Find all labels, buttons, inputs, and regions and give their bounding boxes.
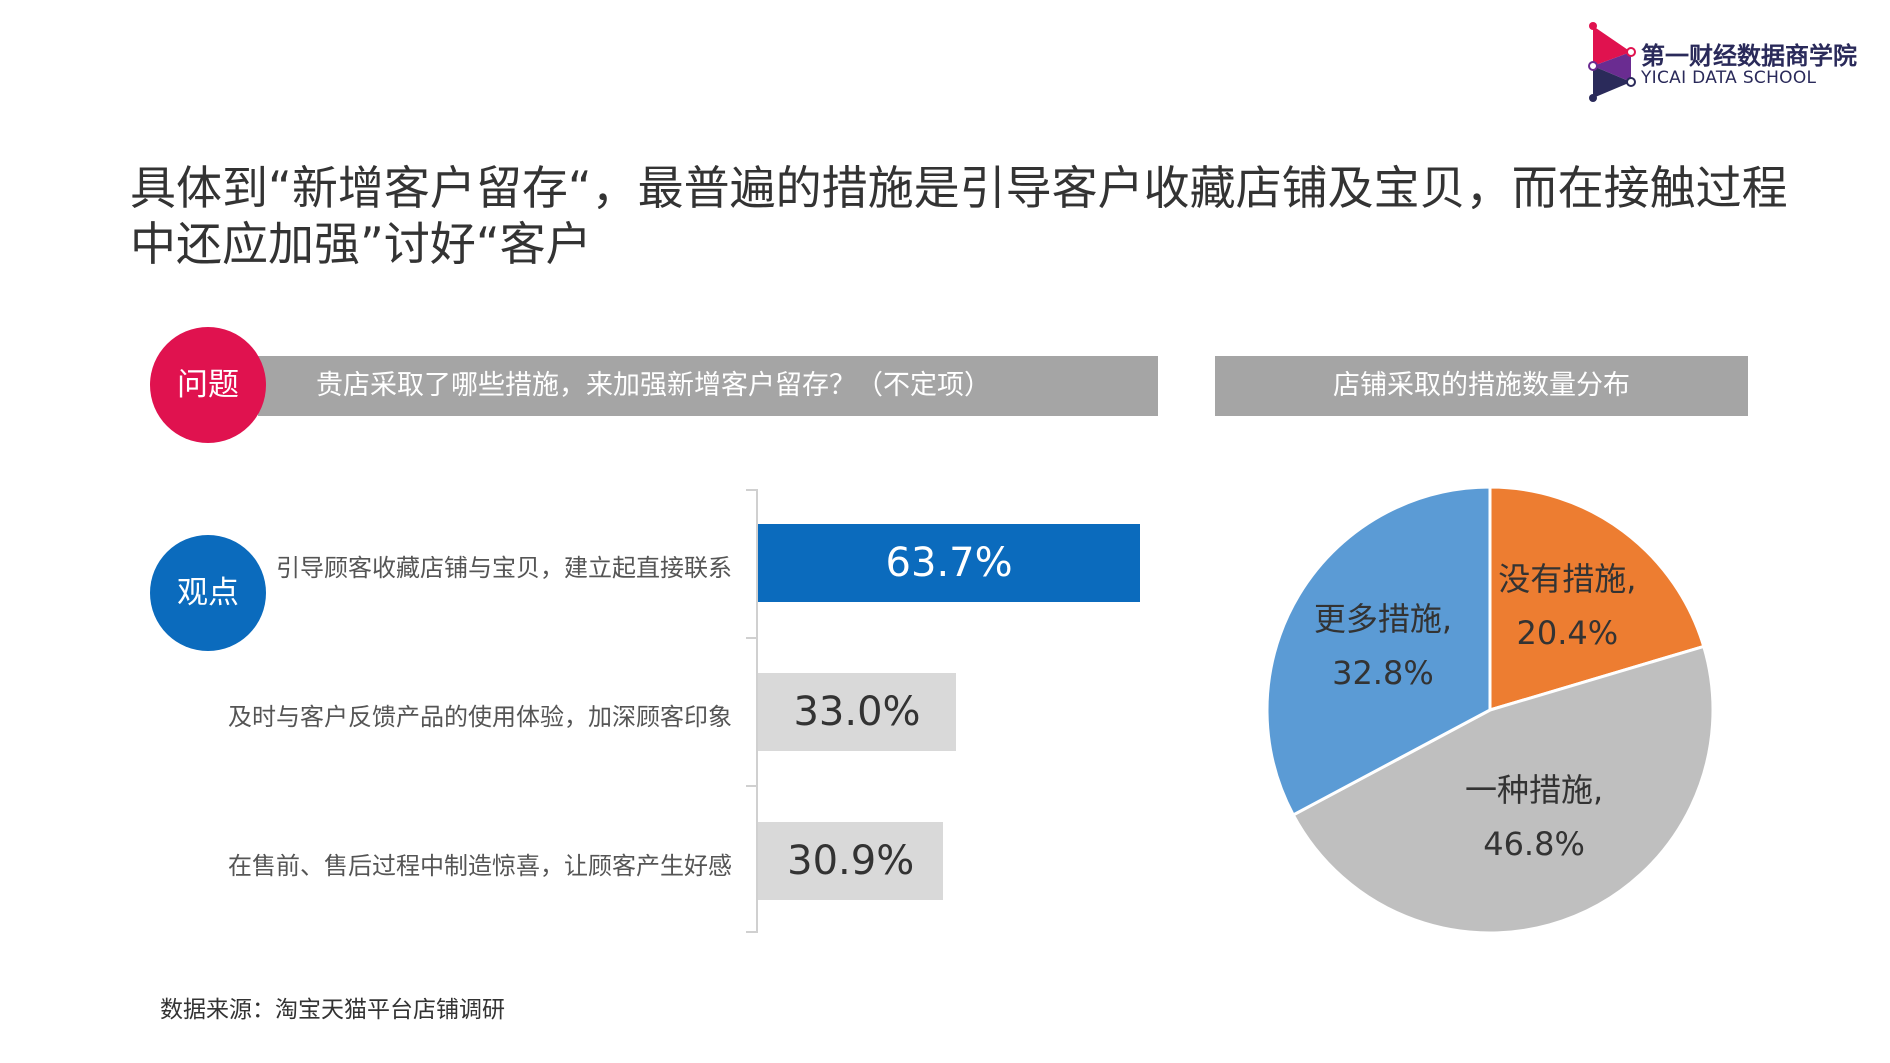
pie-slice-value: 46.8%: [1483, 825, 1585, 864]
bar-value-label: 30.9%: [787, 838, 915, 884]
pie-slice-value: 32.8%: [1332, 653, 1434, 692]
pie-slice-name: 一种措施,: [1464, 771, 1604, 810]
pie-slice-label: 一种措施, 46.8%: [1434, 763, 1634, 871]
bar-category-label: 引导顾客收藏店铺与宝贝，建立起直接联系: [276, 554, 732, 582]
bar: [758, 524, 1141, 602]
question-bar: [258, 356, 1158, 416]
question-text: 贵店采取了哪些措施，来加强新增客户留存？（不定项）: [316, 370, 991, 401]
bar-category-label: 及时与客户反馈产品的使用体验，加深顾客印象: [228, 703, 732, 731]
page-title: 具体到“新增客户留存“，最普遍的措施是引导客户收藏店铺及宝贝，而在接触过程中还应…: [130, 161, 1788, 271]
question-badge: 问题: [150, 327, 266, 443]
bar: [758, 673, 956, 751]
measures-count-pie-chart: [1265, 485, 1715, 935]
pie-slice-label: 没有措施, 20.4%: [1467, 552, 1667, 660]
pie-slice-label: 更多措施, 32.8%: [1283, 592, 1483, 700]
pie-slice: [1291, 644, 1715, 935]
logo-mark-icon: [1588, 22, 1636, 102]
bar-value-label: 33.0%: [793, 689, 921, 735]
pie-slice: [1265, 485, 1492, 817]
pie-slice-name: 更多措施,: [1313, 599, 1452, 638]
data-source: 数据来源：淘宝天猫平台店铺调研: [160, 997, 505, 1023]
brand-logo: 第一财经数据商学院 YICAI DATA SCHOOL: [1585, 22, 1875, 102]
pie-slice-value: 20.4%: [1516, 614, 1619, 653]
axis-tick: [746, 637, 758, 639]
axis-tick: [746, 489, 758, 491]
logo-name-en: YICAI DATA SCHOOL: [1641, 68, 1817, 88]
pie-slice-name: 没有措施,: [1498, 560, 1637, 599]
axis-tick: [746, 931, 758, 933]
right-header-text: 店铺采取的措施数量分布: [1333, 370, 1630, 401]
bar: [758, 822, 944, 900]
bar-axis: [756, 489, 758, 933]
logo-name-cn: 第一财经数据商学院: [1641, 42, 1857, 70]
opinion-badge: 观点: [150, 535, 266, 651]
axis-tick: [746, 785, 758, 787]
pie-slice: [1488, 485, 1706, 713]
right-header-bar: [1215, 356, 1748, 416]
bar-category-label: 在售前、售后过程中制造惊喜，让顾客产生好感: [228, 852, 732, 880]
bar-value-label: 63.7%: [885, 540, 1013, 586]
